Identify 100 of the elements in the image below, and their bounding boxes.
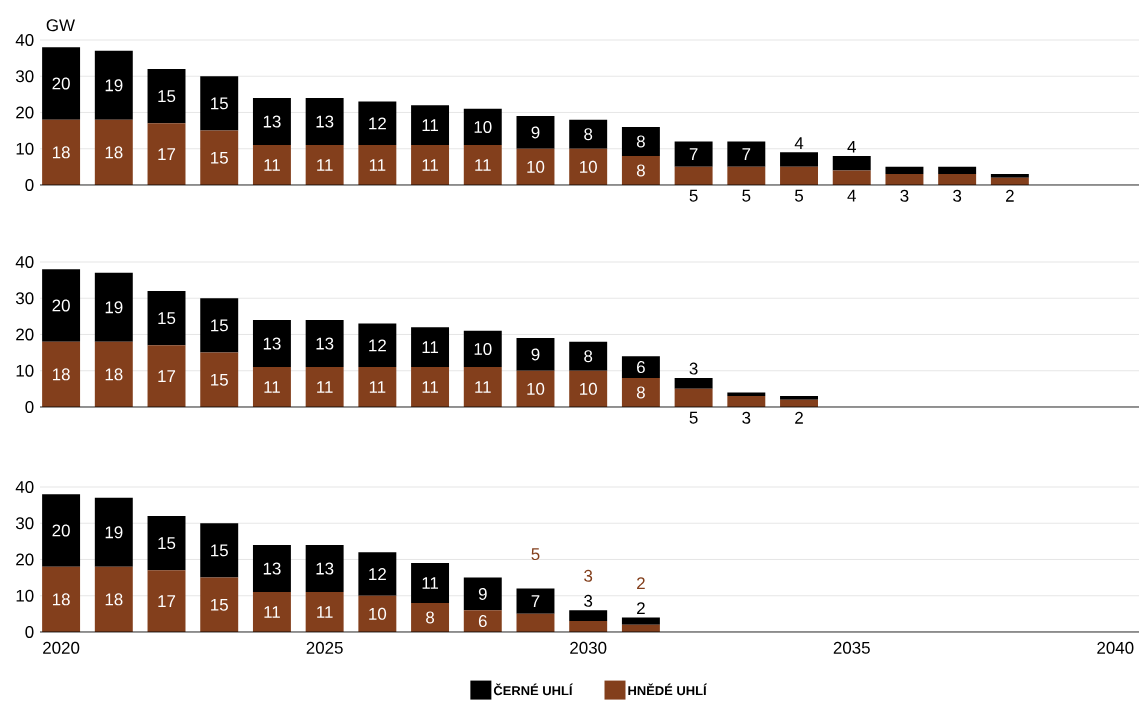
y-tick-label: 30 — [15, 292, 34, 305]
data-label: 8 — [426, 611, 435, 624]
bar — [569, 341, 608, 371]
bar — [358, 101, 397, 146]
bar — [674, 141, 713, 167]
bar — [463, 330, 502, 368]
data-label: 9 — [531, 126, 540, 139]
data-label: 8 — [584, 350, 593, 363]
data-label: 18 — [105, 593, 123, 606]
data-label: 17 — [158, 595, 176, 607]
data-label: 15 — [211, 97, 228, 110]
bar — [727, 166, 766, 185]
data-label: 20 — [52, 524, 70, 537]
data-label: 8 — [636, 135, 645, 148]
bar — [200, 352, 239, 407]
data-label: 11 — [317, 381, 333, 393]
bar — [94, 272, 133, 342]
bar — [569, 148, 608, 185]
data-label: 13 — [263, 562, 281, 575]
data-label: 12 — [369, 339, 386, 352]
bar — [411, 563, 450, 603]
bar — [305, 544, 344, 593]
bar — [252, 97, 291, 146]
data-label: 9 — [531, 348, 540, 361]
y-tick-label: 10 — [16, 364, 34, 377]
data-label: 11 — [317, 159, 333, 171]
data-label: 13 — [316, 337, 334, 350]
bar — [516, 338, 555, 371]
bar — [358, 552, 397, 596]
data-label: 13 — [263, 337, 281, 350]
data-label: 2 — [637, 577, 645, 590]
bar — [832, 170, 871, 185]
bar — [252, 367, 291, 407]
bar — [147, 123, 186, 185]
bar — [358, 323, 397, 368]
data-label: 10 — [369, 607, 387, 620]
data-label: 10 — [474, 120, 492, 133]
bar — [569, 370, 608, 407]
bar — [463, 145, 502, 185]
bar — [516, 116, 555, 149]
bar — [516, 588, 555, 614]
bar — [200, 298, 239, 353]
bar — [147, 290, 186, 346]
y-tick-label: 0 — [25, 400, 34, 413]
bar — [252, 544, 291, 593]
y-tick-label: 20 — [16, 106, 34, 119]
data-label: 11 — [422, 381, 439, 393]
data-label: 2 — [795, 411, 803, 424]
data-label: 12 — [369, 117, 386, 130]
bar — [200, 130, 239, 185]
bar — [569, 610, 608, 622]
data-label: 11 — [264, 381, 280, 393]
data-label: 3 — [689, 362, 698, 375]
data-label: 10 — [580, 160, 597, 173]
x-tick-label: 2030 — [570, 641, 607, 654]
bar — [727, 392, 766, 397]
data-label: 15 — [211, 373, 228, 386]
bar — [569, 119, 608, 149]
data-label: 11 — [317, 606, 333, 618]
data-label: 13 — [316, 115, 334, 128]
bar — [42, 47, 81, 120]
y-tick-label: 20 — [16, 553, 34, 566]
data-label: 15 — [211, 544, 228, 557]
data-label: 2 — [1006, 189, 1014, 202]
bar — [780, 152, 818, 167]
data-label: 11 — [264, 159, 280, 171]
bar — [252, 319, 291, 368]
x-tick-label: 2040 — [1097, 641, 1134, 654]
bar — [358, 367, 397, 407]
data-label: 4 — [794, 137, 804, 149]
data-label: 15 — [158, 312, 176, 325]
data-label: 17 — [158, 370, 176, 382]
bar — [94, 50, 133, 120]
data-label: 11 — [422, 159, 439, 171]
data-label: 20 — [52, 299, 70, 312]
bar — [674, 166, 713, 185]
data-label: 15 — [211, 319, 228, 332]
bar — [463, 577, 502, 611]
data-label: 7 — [689, 148, 698, 160]
data-label: 15 — [158, 90, 176, 103]
data-label: 10 — [580, 382, 597, 395]
bar — [42, 119, 81, 185]
data-label: 11 — [369, 159, 386, 171]
data-label: 13 — [316, 562, 334, 575]
data-label: 6 — [478, 615, 487, 628]
bar — [42, 269, 81, 342]
bar — [147, 570, 186, 632]
bar — [885, 174, 924, 185]
data-label: 19 — [105, 79, 123, 92]
y-tick-label: 40 — [15, 480, 34, 493]
data-label: 7 — [742, 148, 751, 160]
data-label: 7 — [531, 595, 540, 607]
bar — [516, 613, 555, 632]
bar — [727, 396, 766, 407]
data-label: 9 — [478, 587, 487, 600]
data-label: 11 — [369, 381, 386, 393]
bar — [621, 126, 660, 156]
bar — [305, 145, 344, 185]
data-label: 5 — [689, 411, 698, 424]
data-label: 5 — [689, 189, 698, 202]
